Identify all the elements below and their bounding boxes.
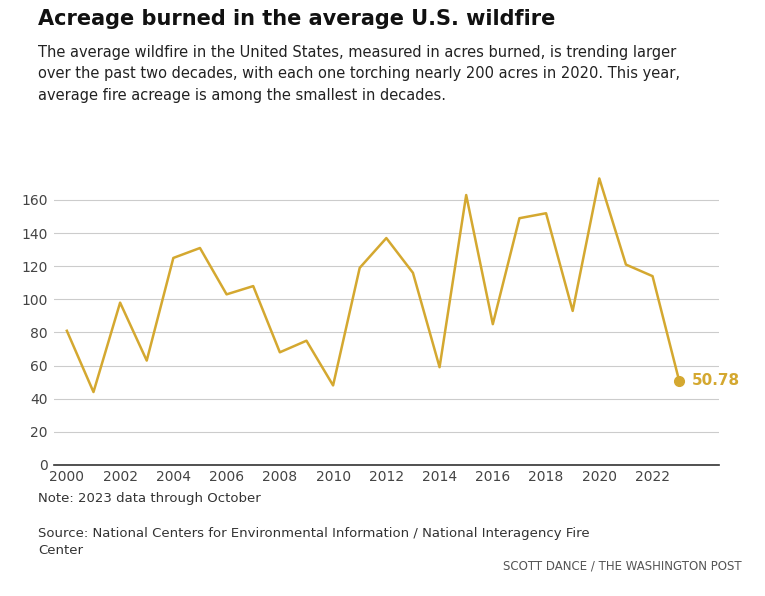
Text: Acreage burned in the average U.S. wildfire: Acreage burned in the average U.S. wildf…	[38, 9, 555, 29]
Text: Source: National Centers for Environmental Information / National Interagency Fi: Source: National Centers for Environment…	[38, 527, 590, 557]
Text: SCOTT DANCE / THE WASHINGTON POST: SCOTT DANCE / THE WASHINGTON POST	[503, 559, 742, 572]
Text: Note: 2023 data through October: Note: 2023 data through October	[38, 492, 261, 505]
Text: The average wildfire in the United States, measured in acres burned, is trending: The average wildfire in the United State…	[38, 45, 680, 103]
Text: 50.78: 50.78	[692, 373, 740, 389]
